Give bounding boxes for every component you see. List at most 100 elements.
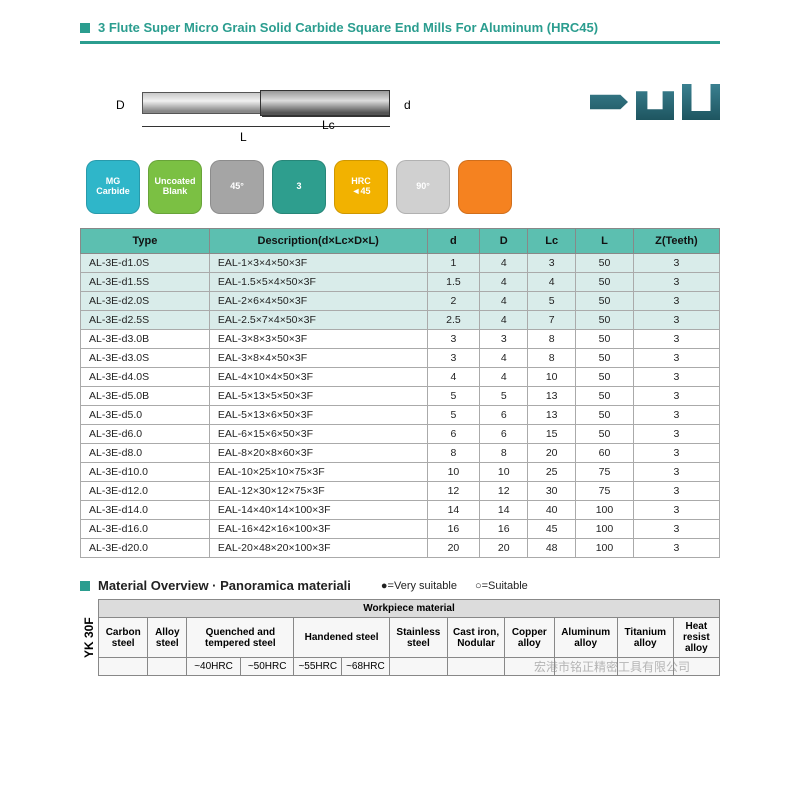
cell: 4 bbox=[427, 368, 480, 387]
page-title: 3 Flute Super Micro Grain Solid Carbide … bbox=[98, 20, 598, 35]
cell: AL-3E-d5.0B bbox=[81, 387, 210, 406]
cell: 3 bbox=[633, 444, 719, 463]
spec-col-header: Type bbox=[81, 229, 210, 254]
material-header: Cast iron, Nodular bbox=[448, 618, 505, 658]
cell: 50 bbox=[576, 273, 634, 292]
cell: 6 bbox=[427, 425, 480, 444]
material-header: Carbon steel bbox=[99, 618, 148, 658]
table-row: AL-3E-d20.0EAL-20×48×20×100×3F2020481003 bbox=[81, 539, 720, 558]
cell: 1 bbox=[427, 254, 480, 273]
cell: 10 bbox=[528, 368, 576, 387]
cell: 40 bbox=[528, 501, 576, 520]
cell: AL-3E-d1.5S bbox=[81, 273, 210, 292]
cell: EAL-20×48×20×100×3F bbox=[209, 539, 427, 558]
cell: 8 bbox=[528, 330, 576, 349]
cell: 3 bbox=[633, 273, 719, 292]
cell: 14 bbox=[480, 501, 528, 520]
cell: 50 bbox=[576, 406, 634, 425]
table-row: AL-3E-d4.0SEAL-4×10×4×50×3F4410503 bbox=[81, 368, 720, 387]
shape-icon bbox=[636, 84, 674, 120]
cell: 25 bbox=[528, 463, 576, 482]
cell: 8 bbox=[528, 349, 576, 368]
table-row: AL-3E-d16.0EAL-16×42×16×100×3F1616451003 bbox=[81, 520, 720, 539]
cell: EAL-3×8×3×50×3F bbox=[209, 330, 427, 349]
material-header: Copper alloy bbox=[505, 618, 554, 658]
cell: AL-3E-d20.0 bbox=[81, 539, 210, 558]
cell: 4 bbox=[480, 254, 528, 273]
material-header: Titanium alloy bbox=[617, 618, 673, 658]
cell: 4 bbox=[480, 311, 528, 330]
cell: 6 bbox=[480, 425, 528, 444]
cell: EAL-10×25×10×75×3F bbox=[209, 463, 427, 482]
cell: 4 bbox=[528, 273, 576, 292]
table-row: AL-3E-d10.0EAL-10×25×10×75×3F101025753 bbox=[81, 463, 720, 482]
cell: AL-3E-d3.0S bbox=[81, 349, 210, 368]
cell: 5 bbox=[528, 292, 576, 311]
cell: 3 bbox=[633, 463, 719, 482]
cell: 3 bbox=[633, 330, 719, 349]
cell: AL-3E-d2.0S bbox=[81, 292, 210, 311]
cell: 3 bbox=[480, 330, 528, 349]
title-divider bbox=[80, 41, 720, 44]
cell: 50 bbox=[576, 368, 634, 387]
shape-icon bbox=[682, 84, 720, 120]
table-row: AL-3E-d5.0EAL-5×13×6×50×3F5613503 bbox=[81, 406, 720, 425]
dim-label-d: d bbox=[404, 98, 411, 112]
table-row: AL-3E-d6.0EAL-6×15×6×50×3F6615503 bbox=[81, 425, 720, 444]
cell: 3 bbox=[633, 482, 719, 501]
cell: 20 bbox=[528, 444, 576, 463]
material-header: Alloy steel bbox=[148, 618, 187, 658]
cell: 100 bbox=[576, 539, 634, 558]
cell: EAL-12×30×12×75×3F bbox=[209, 482, 427, 501]
feature-badge bbox=[458, 160, 512, 214]
cell: 2.5 bbox=[427, 311, 480, 330]
cell: 1.5 bbox=[427, 273, 480, 292]
cell: 100 bbox=[576, 520, 634, 539]
table-row: AL-3E-d8.0EAL-8×20×8×60×3F8820603 bbox=[81, 444, 720, 463]
material-header: Handened steel bbox=[294, 618, 389, 658]
cell: 45 bbox=[528, 520, 576, 539]
table-row: AL-3E-d3.0SEAL-3×8×4×50×3F348503 bbox=[81, 349, 720, 368]
cell: 50 bbox=[576, 425, 634, 444]
cell: 3 bbox=[633, 368, 719, 387]
table-row: AL-3E-d3.0BEAL-3×8×3×50×3F338503 bbox=[81, 330, 720, 349]
cell: 7 bbox=[528, 311, 576, 330]
spec-col-header: D bbox=[480, 229, 528, 254]
title-bullet bbox=[80, 23, 90, 33]
cell: 3 bbox=[427, 349, 480, 368]
material-header: Quenched and tempered steel bbox=[187, 618, 294, 658]
cell: 50 bbox=[576, 311, 634, 330]
cell: 8 bbox=[480, 444, 528, 463]
table-row: AL-3E-d1.5SEAL-1.5×5×4×50×3F1.544503 bbox=[81, 273, 720, 292]
cell: EAL-2×6×4×50×3F bbox=[209, 292, 427, 311]
cell: 16 bbox=[427, 520, 480, 539]
cell: AL-3E-d14.0 bbox=[81, 501, 210, 520]
cell: 50 bbox=[576, 292, 634, 311]
cell: EAL-5×13×5×50×3F bbox=[209, 387, 427, 406]
cell: 3 bbox=[633, 520, 719, 539]
spec-col-header: Lc bbox=[528, 229, 576, 254]
legend-very-suitable: ●=Very suitable bbox=[381, 580, 457, 592]
cell: EAL-14×40×14×100×3F bbox=[209, 501, 427, 520]
cell: 3 bbox=[528, 254, 576, 273]
cell: 6 bbox=[480, 406, 528, 425]
material-header: Stainless steel bbox=[389, 618, 447, 658]
watermark-text: 宏港市铭正精密工具有限公司 bbox=[80, 658, 720, 675]
end-shape-icons bbox=[590, 84, 720, 120]
cell: 20 bbox=[427, 539, 480, 558]
cell: 15 bbox=[528, 425, 576, 444]
cell: 3 bbox=[427, 330, 480, 349]
cell: EAL-6×15×6×50×3F bbox=[209, 425, 427, 444]
cell: 3 bbox=[633, 311, 719, 330]
cell: 3 bbox=[633, 406, 719, 425]
cell: EAL-1×3×4×50×3F bbox=[209, 254, 427, 273]
cell: 5 bbox=[427, 406, 480, 425]
cell: AL-3E-d10.0 bbox=[81, 463, 210, 482]
cell: 50 bbox=[576, 349, 634, 368]
feature-badge: 90° bbox=[396, 160, 450, 214]
cell: 3 bbox=[633, 254, 719, 273]
section-title: Material Overview · Panoramica materiali bbox=[98, 578, 351, 593]
cell: 60 bbox=[576, 444, 634, 463]
cell: EAL-4×10×4×50×3F bbox=[209, 368, 427, 387]
cell: 4 bbox=[480, 292, 528, 311]
